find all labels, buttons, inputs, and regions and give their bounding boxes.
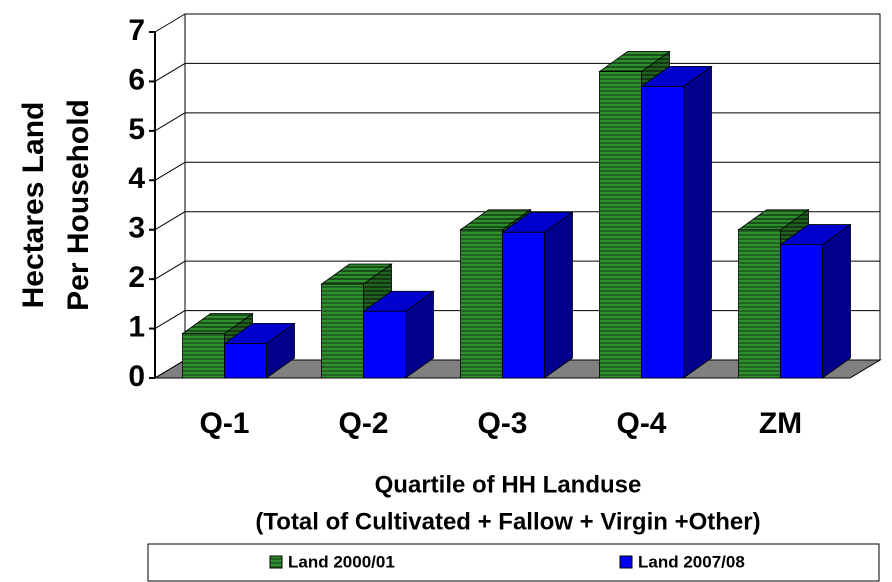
y-tick-label: 3	[128, 212, 145, 245]
y-tick-label: 1	[128, 310, 145, 343]
y-tick-label: 4	[128, 162, 145, 195]
bar-top	[181, 313, 254, 334]
bar-front	[363, 310, 406, 379]
bar-top	[779, 224, 852, 245]
bar-front	[641, 85, 684, 379]
y-axis-title: Per Household	[62, 99, 95, 311]
bar-top	[362, 290, 435, 312]
x-tick-label: ZM	[759, 407, 802, 440]
y-tick-label: 5	[128, 113, 145, 146]
bar	[362, 290, 435, 379]
grid-line	[154, 359, 186, 379]
bar	[779, 223, 852, 379]
bar-front	[599, 71, 642, 379]
grid-line	[154, 211, 186, 231]
grid-line	[154, 112, 186, 132]
bar	[501, 211, 574, 379]
x-tick-label: Q-1	[199, 407, 249, 440]
grid-line	[154, 260, 186, 280]
grid-line	[154, 161, 186, 181]
x-tick-label: Q-4	[616, 407, 666, 440]
y-tick-label: 2	[128, 261, 145, 294]
bar	[223, 322, 296, 379]
y-axis-title: Hectares Land	[17, 102, 50, 309]
bar-front	[460, 229, 503, 379]
bar-front	[321, 283, 364, 379]
bar-front	[780, 244, 823, 379]
bar-side	[822, 223, 851, 379]
legend-label: Land 2007/08	[638, 552, 745, 571]
bar-top	[320, 263, 393, 285]
legend-label: Land 2000/01	[288, 552, 395, 571]
legend-box	[147, 543, 880, 582]
y-tick-label: 0	[128, 360, 145, 393]
bar-top	[223, 322, 296, 344]
y-tick-label: 7	[128, 14, 145, 47]
x-tick-label: Q-2	[338, 407, 388, 440]
bar-front	[738, 229, 781, 379]
bar-front	[224, 342, 267, 379]
x-axis-title: Quartile of HH Landuse	[375, 471, 642, 498]
x-axis-title: (Total of Cultivated + Fallow + Virgin +…	[255, 508, 760, 535]
y-tick-label: 6	[128, 63, 145, 96]
bar-side	[683, 65, 712, 379]
bar-front	[502, 231, 545, 379]
grid-line	[154, 13, 186, 33]
bar-top	[598, 51, 671, 72]
legend-swatch	[619, 555, 633, 569]
grid-line	[154, 310, 186, 330]
bar-top	[459, 209, 532, 231]
x-tick-label: Q-3	[477, 407, 527, 440]
bar-front	[182, 333, 225, 379]
bar-top	[737, 209, 810, 231]
legend-swatch	[269, 555, 283, 569]
grid-line	[154, 62, 186, 82]
bar	[640, 65, 713, 379]
bar-side	[544, 211, 573, 379]
bar-top	[501, 211, 574, 233]
bar-top	[640, 65, 713, 87]
